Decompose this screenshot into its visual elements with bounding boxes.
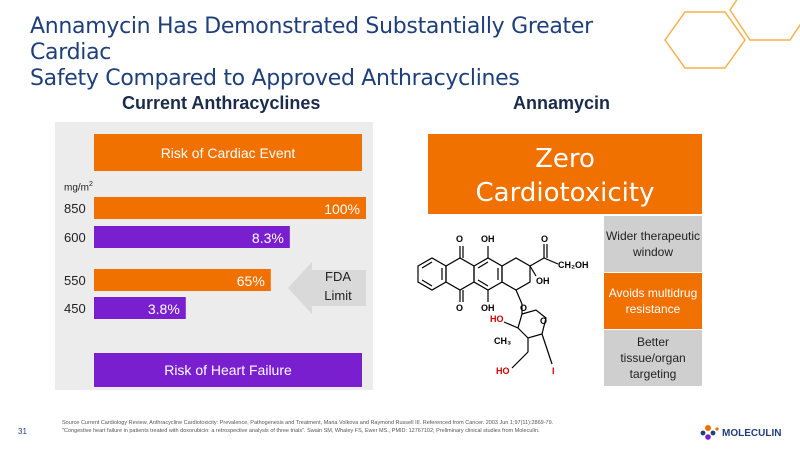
moleculin-logo: MOLECULIN [700,425,781,440]
mol-ch2oh: CH₂OH [558,260,589,270]
unit-text: mg/m [64,182,89,194]
page-number: 31 [18,427,27,436]
title-line-1: Annamycin Has Demonstrated Substantially… [30,14,593,65]
mol-oh1: OH [481,234,495,244]
mol-ho1: HO [490,314,504,324]
risk-cardiac-event-box: Risk of Cardiac Event [94,134,362,171]
mol-o1: O [456,234,463,244]
source-citation: Source Current Cardiology Review, Anthra… [62,419,662,435]
source-line-2: "Congestive heart failure in patients tr… [62,428,540,434]
benefit-avoids-resistance: Avoids multidrug resistance [604,273,702,329]
mol-oh2: OH [536,276,550,286]
source-line-1: Source Current Cardiology Review, Anthra… [62,420,554,426]
zero-line-2: Cardiotoxicity [475,178,655,208]
dose-unit-label: mg/m2 [64,181,93,193]
mol-oh3: OH [481,303,495,313]
hexagon-decoration-icon [664,0,800,69]
benefit-wider-window: Wider therapeutic window [604,216,702,272]
molecule-logo-icon [700,425,719,440]
annamycin-structure-diagram: O OH O CH₂OH OH O OH O O HO CH₃ HO I [417,234,589,376]
current-anthracyclines-heading: Current Anthracyclines [122,93,321,113]
fda-text-line1: FDA [325,269,351,284]
mol-ch3: CH₃ [494,336,511,346]
mol-ho2: HO [496,366,510,376]
fda-text-line2: Limit [324,288,352,303]
logo-text: MOLECULIN [722,428,781,439]
fda-limit-label: FDA Limit [316,267,360,305]
risk-heart-failure-box: Risk of Heart Failure [94,353,362,387]
mol-o2: O [541,234,548,244]
fda-limit-arrow-icon [288,262,366,314]
mol-i: I [552,366,555,376]
annamycin-heading: Annamycin [513,93,611,113]
zero-line-1: Zero [535,144,595,174]
mol-o4: O [520,303,527,313]
title-line-2: Safety Compared to Approved Anthracyclin… [30,66,520,91]
zero-cardiotoxicity-box: Zero Cardiotoxicity [428,134,702,214]
slide-title: Annamycin Has Demonstrated Substantially… [30,14,650,92]
mol-o5: O [540,316,547,326]
unit-superscript: 2 [89,181,93,188]
mol-o3: O [456,303,463,313]
benefit-tissue-targeting: Better tissue/organ targeting [604,330,702,386]
